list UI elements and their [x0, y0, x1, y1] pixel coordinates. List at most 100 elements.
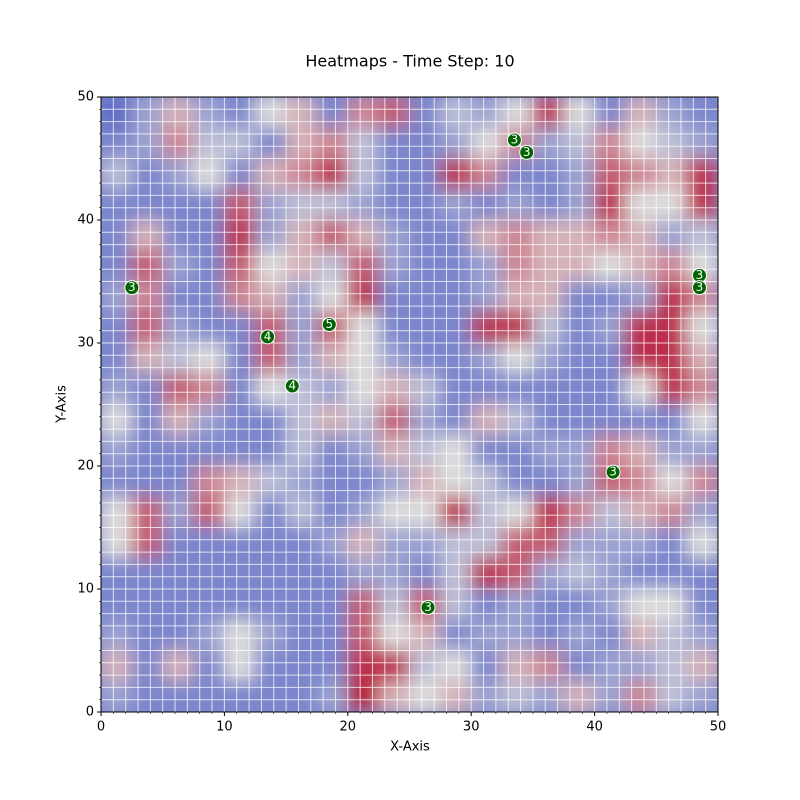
heatmap-cell — [193, 680, 225, 712]
heatmap-cell — [254, 588, 287, 621]
heatmap-cell — [594, 311, 626, 344]
heatmap-cell — [655, 97, 688, 129]
heatmap-cell — [594, 219, 626, 252]
heatmap-cell — [409, 557, 441, 590]
heatmap-cell — [378, 650, 410, 682]
heatmap-cell — [316, 527, 349, 559]
heatmap-cell — [501, 404, 534, 436]
heatmap-cell — [624, 219, 657, 252]
heatmap-cell — [624, 281, 657, 313]
heatmap-cell — [532, 219, 565, 252]
heatmap-cell — [532, 496, 565, 528]
heatmap-cell — [594, 97, 626, 129]
heatmap-cell — [655, 434, 688, 467]
heatmap-cell — [162, 311, 195, 344]
heatmap-cell — [439, 281, 472, 313]
heatmap-cell — [162, 373, 195, 405]
heatmap-cell — [378, 434, 410, 467]
heatmap-cell — [378, 342, 410, 375]
heatmap-cell — [594, 404, 626, 436]
heatmap-cell — [470, 188, 503, 221]
heatmap-cell — [655, 680, 688, 712]
heatmap-cell — [501, 680, 534, 712]
heatmap-cell — [501, 434, 534, 467]
heatmap-cell — [439, 680, 472, 712]
heatmap-cell — [347, 373, 380, 405]
heatmap-cell — [254, 404, 287, 436]
heatmap-cell — [501, 496, 534, 528]
heatmap-cell — [655, 496, 688, 528]
marker-label: 3 — [424, 600, 432, 614]
heatmap-cell — [470, 527, 503, 559]
y-tick-label: 50 — [77, 90, 94, 105]
marker-label: 3 — [523, 145, 531, 159]
heatmap-cell — [347, 557, 380, 590]
heatmap-cell — [409, 465, 441, 498]
heatmap-cell — [563, 434, 596, 467]
heatmap-cell — [686, 127, 718, 159]
heatmap-cell — [624, 650, 657, 682]
heatmap-cell — [223, 342, 256, 375]
heatmap-cell — [439, 250, 472, 282]
marker — [691, 280, 707, 296]
marker-label: 3 — [511, 133, 519, 147]
heatmap-cell — [162, 342, 195, 375]
heatmap-cell — [101, 650, 133, 682]
heatmap-cell — [347, 527, 380, 559]
heatmap-cell — [624, 557, 657, 590]
heatmap-cell — [223, 496, 256, 528]
heatmap-cell — [532, 650, 565, 682]
heatmap-cell — [347, 496, 380, 528]
heatmap-cell — [532, 188, 565, 221]
heatmap-cell — [532, 588, 565, 621]
heatmap-cell — [624, 97, 657, 129]
heatmap-cell — [162, 158, 195, 190]
heatmap-cell — [470, 219, 503, 252]
heatmap-cell — [193, 188, 225, 221]
heatmap-cell — [193, 127, 225, 159]
heatmap-cell — [378, 219, 410, 252]
heatmap-cell — [409, 373, 441, 405]
heatmap-cell — [162, 219, 195, 252]
x-tick-label: 0 — [97, 720, 105, 735]
heatmap-cell — [563, 373, 596, 405]
y-tick-label: 0 — [86, 705, 94, 720]
heatmap-cell — [624, 465, 657, 498]
marker — [260, 329, 276, 345]
heatmap-cell — [223, 404, 256, 436]
heatmap-cell — [655, 188, 688, 221]
heatmap-cell — [131, 588, 164, 621]
heatmap-cell — [193, 588, 225, 621]
heatmap-cell — [439, 219, 472, 252]
heatmap — [101, 97, 718, 712]
heatmap-cell — [316, 127, 349, 159]
heatmap-cell — [285, 527, 318, 559]
heatmap-cell — [624, 404, 657, 436]
heatmap-cell — [285, 588, 318, 621]
heatmap-cell — [470, 311, 503, 344]
heatmap-cell — [470, 588, 503, 621]
heatmap-cell — [101, 311, 133, 344]
heatmap-cell — [532, 158, 565, 190]
heatmap-cell — [131, 158, 164, 190]
heatmap-cell — [563, 188, 596, 221]
heatmap-cell — [316, 404, 349, 436]
heatmap-cell — [439, 188, 472, 221]
heatmap-cell — [101, 557, 133, 590]
x-tick-label: 50 — [710, 720, 727, 735]
heatmap-cell — [285, 158, 318, 190]
heatmap-cell — [409, 496, 441, 528]
heatmap-cell — [223, 434, 256, 467]
heatmap-cell — [131, 219, 164, 252]
heatmap-cell — [624, 188, 657, 221]
heatmap-cell — [316, 650, 349, 682]
heatmap-cell — [254, 650, 287, 682]
heatmap-cell — [285, 342, 318, 375]
heatmap-cell — [285, 188, 318, 221]
heatmap-cell — [655, 557, 688, 590]
heatmap-cell — [470, 650, 503, 682]
heatmap-cell — [378, 619, 410, 651]
heatmap-cell — [193, 281, 225, 313]
heatmap-cell — [193, 557, 225, 590]
heatmap-cell — [409, 97, 441, 129]
